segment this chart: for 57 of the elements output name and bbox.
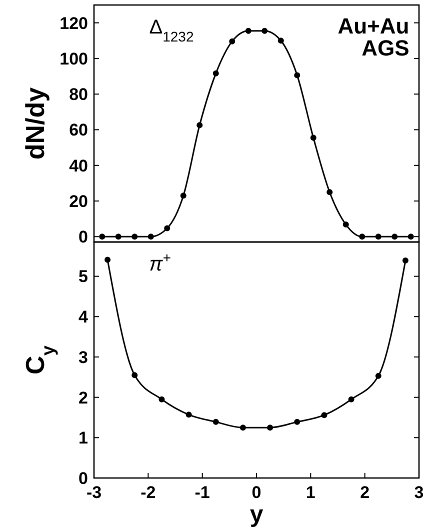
point bbox=[104, 256, 111, 263]
x-tick-label: -2 bbox=[140, 483, 156, 502]
point bbox=[348, 396, 354, 402]
y-tick-label: 0 bbox=[78, 228, 88, 247]
point bbox=[132, 372, 138, 378]
point bbox=[245, 28, 252, 34]
y-tick-label: 2 bbox=[78, 388, 88, 408]
point bbox=[392, 234, 398, 240]
point bbox=[310, 134, 316, 141]
x-axis-title: y bbox=[250, 501, 264, 527]
y-tick-label: 40 bbox=[69, 156, 88, 176]
point bbox=[212, 70, 219, 76]
annotation: π$^{+}$ bbox=[149, 249, 171, 276]
point bbox=[342, 222, 349, 228]
x-tick-label: -1 bbox=[194, 483, 210, 502]
point bbox=[186, 412, 192, 418]
point bbox=[212, 418, 219, 425]
x-tick-label: 0 bbox=[252, 483, 262, 502]
point bbox=[267, 424, 274, 431]
point bbox=[294, 72, 300, 78]
annotation: Au+Au AGS bbox=[338, 13, 410, 60]
point bbox=[158, 396, 165, 402]
point bbox=[229, 38, 236, 44]
y-tick-label: 100 bbox=[60, 49, 88, 68]
point bbox=[196, 122, 203, 128]
y-tick-label: 60 bbox=[69, 120, 88, 140]
y-tick-label: 20 bbox=[69, 192, 88, 211]
point bbox=[375, 234, 382, 240]
point bbox=[278, 38, 284, 44]
y-tick-label: 120 bbox=[60, 14, 88, 33]
point bbox=[359, 234, 366, 240]
point bbox=[375, 372, 382, 379]
point bbox=[402, 258, 408, 264]
point bbox=[180, 192, 186, 199]
y-tick-label: 1 bbox=[78, 428, 88, 448]
point bbox=[321, 412, 328, 418]
y-tick-label: 80 bbox=[69, 85, 88, 104]
y-tick-label: 5 bbox=[78, 267, 88, 286]
point bbox=[148, 234, 154, 240]
point bbox=[132, 234, 138, 240]
x-tick-label: 2 bbox=[360, 483, 370, 502]
x-tick-label: 3 bbox=[414, 483, 424, 502]
point bbox=[115, 234, 122, 240]
point bbox=[99, 234, 106, 240]
y-tick-label: 3 bbox=[78, 348, 88, 367]
point bbox=[164, 225, 170, 232]
point bbox=[262, 28, 268, 34]
y-tick-label: 4 bbox=[78, 308, 89, 327]
annotation: Δ$_{1232}$ bbox=[149, 16, 194, 44]
point bbox=[408, 234, 414, 240]
x-tick-label: -3 bbox=[86, 483, 102, 502]
point bbox=[326, 189, 333, 196]
x-tick-label: 1 bbox=[306, 483, 316, 502]
y-axis-title: dN/dy bbox=[20, 86, 50, 160]
y-tick-label: 0 bbox=[78, 468, 88, 488]
point bbox=[294, 418, 300, 425]
point bbox=[240, 424, 246, 431]
